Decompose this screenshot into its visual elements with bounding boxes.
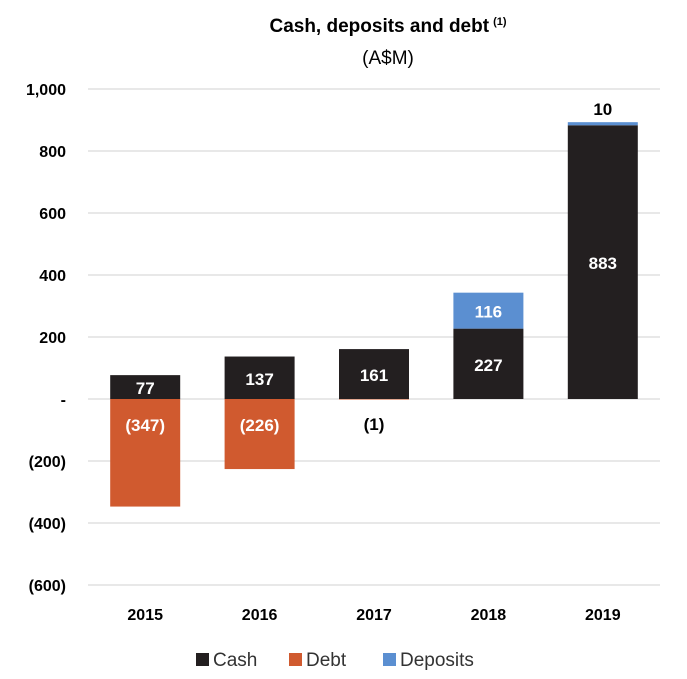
data-label-cash-2015: 77 bbox=[136, 379, 155, 398]
data-labels: 77 (347) 137 (226) 161 (1) 227 116 883 10 bbox=[125, 100, 617, 435]
x-tick-label: 2017 bbox=[356, 607, 392, 624]
y-tick-label: 600 bbox=[39, 206, 66, 223]
bar-debt-2015 bbox=[110, 399, 181, 507]
y-tick-label: (200) bbox=[29, 454, 66, 471]
bars bbox=[110, 122, 638, 507]
chart-subtitle: (A$M) bbox=[362, 48, 414, 69]
data-label-cash-2016: 137 bbox=[245, 370, 273, 389]
chart-title-superscript: (1) bbox=[493, 16, 507, 28]
bar-deposits-2019 bbox=[567, 122, 638, 126]
y-tick-label: 400 bbox=[39, 268, 66, 285]
x-tick-label: 2018 bbox=[471, 607, 507, 624]
legend-swatch-debt bbox=[289, 653, 302, 666]
bar-cash-2017 bbox=[339, 349, 409, 399]
y-tick-label: - bbox=[61, 392, 66, 409]
x-tick-label: 2016 bbox=[242, 607, 278, 624]
data-label-cash-2019: 883 bbox=[589, 254, 617, 273]
legend-label-cash: Cash bbox=[213, 650, 257, 671]
x-tick-label: 2015 bbox=[127, 607, 163, 624]
bar-cash-2018 bbox=[453, 328, 524, 399]
chart-title: Cash, deposits and debt (1) bbox=[269, 16, 506, 37]
y-tick-label: 200 bbox=[39, 330, 66, 347]
chart-title-text: Cash, deposits and debt bbox=[269, 16, 489, 37]
bar-debt-2017 bbox=[339, 399, 409, 400]
data-label-debt-2017: (1) bbox=[364, 415, 385, 434]
legend-swatch-cash bbox=[196, 653, 209, 666]
x-axis: 2015 2016 2017 2018 2019 bbox=[127, 607, 620, 624]
bar-debt-2016 bbox=[224, 399, 295, 470]
svg-text:Cash, deposits and debt(1): Cash, deposits and debt (1) bbox=[269, 16, 506, 37]
legend: Cash Debt Deposits bbox=[196, 650, 474, 671]
data-label-cash-2017: 161 bbox=[360, 366, 388, 385]
legend-label-debt: Debt bbox=[306, 650, 347, 671]
y-tick-label: 1,000 bbox=[26, 82, 66, 99]
legend-label-deposits: Deposits bbox=[400, 650, 474, 671]
bar-cash-2015 bbox=[110, 375, 181, 399]
legend-swatch-deposits bbox=[383, 653, 396, 666]
y-tick-label: 800 bbox=[39, 144, 66, 161]
data-label-debt-2016: (226) bbox=[240, 416, 280, 435]
y-tick-label: (400) bbox=[29, 516, 66, 533]
data-label-debt-2015: (347) bbox=[125, 416, 165, 435]
bar-cash-2016 bbox=[224, 356, 295, 399]
bar-deposits-2018 bbox=[453, 292, 524, 329]
data-label-deposits-2019: 10 bbox=[593, 100, 612, 119]
y-tick-label: (600) bbox=[29, 578, 66, 595]
data-label-cash-2018: 227 bbox=[474, 356, 502, 375]
data-label-deposits-2018: 116 bbox=[475, 303, 502, 322]
x-tick-label: 2019 bbox=[585, 607, 621, 624]
y-axis: 1,000 800 600 400 200 - (200) (400) (600) bbox=[26, 82, 66, 595]
bar-cash-2019 bbox=[567, 125, 638, 400]
